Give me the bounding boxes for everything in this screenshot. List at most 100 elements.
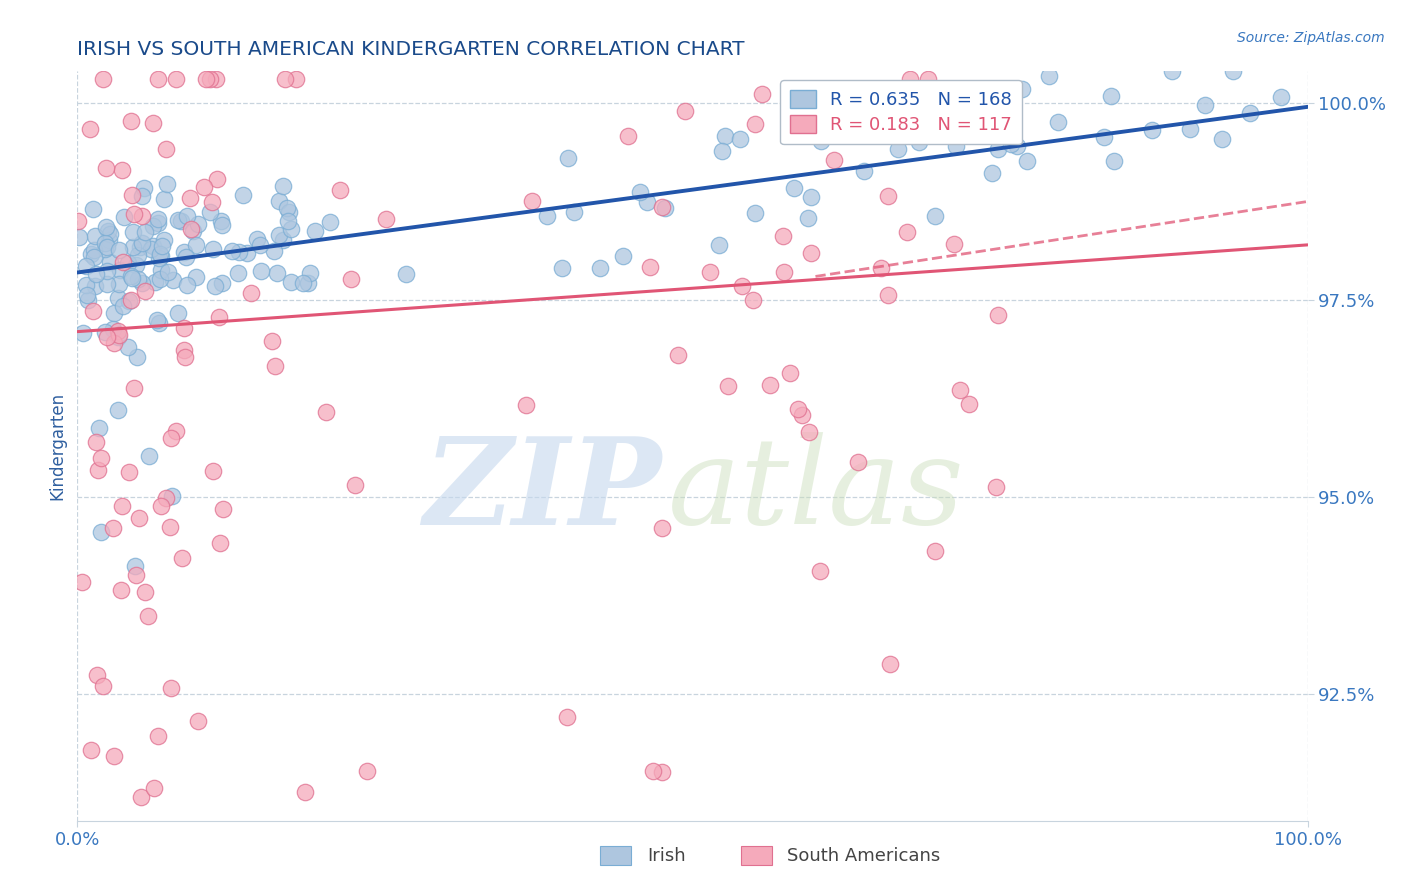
Text: ZIP: ZIP bbox=[423, 432, 662, 550]
Point bbox=[131, 189, 153, 203]
Point bbox=[173, 244, 195, 259]
Point bbox=[800, 189, 823, 203]
Point bbox=[205, 172, 228, 186]
Point bbox=[828, 112, 851, 126]
Point bbox=[103, 335, 125, 350]
Point bbox=[759, 377, 782, 392]
Point bbox=[205, 72, 228, 87]
Point bbox=[76, 287, 98, 301]
Point bbox=[153, 233, 176, 247]
Point bbox=[118, 293, 141, 308]
Point bbox=[1015, 154, 1038, 169]
Point bbox=[96, 330, 118, 344]
Point bbox=[90, 451, 112, 466]
Point bbox=[1000, 130, 1022, 145]
Point bbox=[232, 188, 254, 202]
Point bbox=[799, 425, 821, 440]
Point bbox=[987, 308, 1010, 322]
Point bbox=[110, 582, 132, 597]
Point bbox=[315, 405, 337, 419]
Point bbox=[201, 242, 224, 256]
Point bbox=[1099, 89, 1122, 103]
Point bbox=[160, 681, 183, 695]
Point bbox=[228, 244, 250, 259]
Point bbox=[863, 123, 886, 137]
Point bbox=[77, 293, 100, 308]
Point bbox=[236, 246, 259, 260]
Point bbox=[887, 142, 910, 156]
Point bbox=[636, 195, 658, 210]
Point bbox=[790, 408, 813, 422]
Point bbox=[96, 277, 118, 291]
Point bbox=[131, 276, 153, 290]
Point bbox=[280, 275, 302, 289]
Point bbox=[908, 136, 931, 150]
Point bbox=[96, 240, 118, 254]
Point bbox=[1239, 105, 1261, 120]
Point bbox=[134, 584, 156, 599]
Point bbox=[112, 254, 135, 268]
Point bbox=[121, 188, 143, 202]
Point bbox=[80, 246, 103, 260]
Point bbox=[173, 321, 195, 335]
Point bbox=[128, 240, 150, 254]
Point bbox=[121, 225, 143, 239]
Point bbox=[212, 502, 235, 516]
Point bbox=[98, 233, 121, 247]
Point bbox=[209, 214, 232, 228]
Point bbox=[263, 359, 285, 373]
Point bbox=[536, 209, 558, 223]
Point bbox=[998, 104, 1021, 119]
Text: South Americans: South Americans bbox=[787, 847, 941, 865]
Point bbox=[75, 259, 97, 273]
Point bbox=[173, 343, 195, 358]
Point bbox=[654, 202, 676, 216]
Point bbox=[148, 251, 170, 265]
Point bbox=[149, 271, 172, 285]
Point bbox=[142, 219, 165, 234]
Point bbox=[957, 397, 980, 411]
Point bbox=[783, 180, 806, 194]
Point bbox=[94, 325, 117, 339]
Point bbox=[86, 268, 108, 282]
Point bbox=[772, 229, 794, 244]
Point bbox=[1005, 138, 1028, 153]
Point bbox=[945, 139, 967, 153]
Point bbox=[987, 142, 1010, 156]
Point bbox=[285, 72, 308, 87]
Point bbox=[117, 255, 139, 269]
Point bbox=[83, 243, 105, 257]
Point bbox=[70, 574, 93, 589]
Point bbox=[612, 249, 634, 263]
Point bbox=[183, 224, 205, 238]
Point bbox=[111, 163, 134, 178]
Point bbox=[728, 132, 751, 146]
Point bbox=[651, 521, 673, 535]
Point bbox=[131, 209, 153, 223]
Point bbox=[249, 264, 271, 278]
Y-axis label: Kindergarten: Kindergarten bbox=[48, 392, 66, 500]
Point bbox=[852, 164, 875, 178]
Point bbox=[520, 194, 543, 209]
Point bbox=[924, 210, 946, 224]
Point bbox=[949, 384, 972, 398]
Point bbox=[1092, 130, 1115, 145]
Point bbox=[1038, 70, 1060, 84]
Point bbox=[122, 381, 145, 395]
Point bbox=[148, 316, 170, 330]
Point bbox=[111, 499, 134, 513]
Point bbox=[271, 234, 294, 248]
Point bbox=[329, 183, 352, 197]
Point bbox=[699, 265, 721, 279]
Point bbox=[870, 119, 893, 133]
Point bbox=[124, 559, 146, 574]
Point bbox=[139, 242, 162, 256]
Point bbox=[772, 265, 794, 279]
Point bbox=[395, 267, 418, 281]
Point bbox=[179, 191, 201, 205]
Point bbox=[127, 350, 149, 364]
Point bbox=[797, 211, 820, 225]
Point bbox=[204, 279, 226, 293]
Point bbox=[87, 421, 110, 435]
Text: Irish: Irish bbox=[647, 847, 685, 865]
